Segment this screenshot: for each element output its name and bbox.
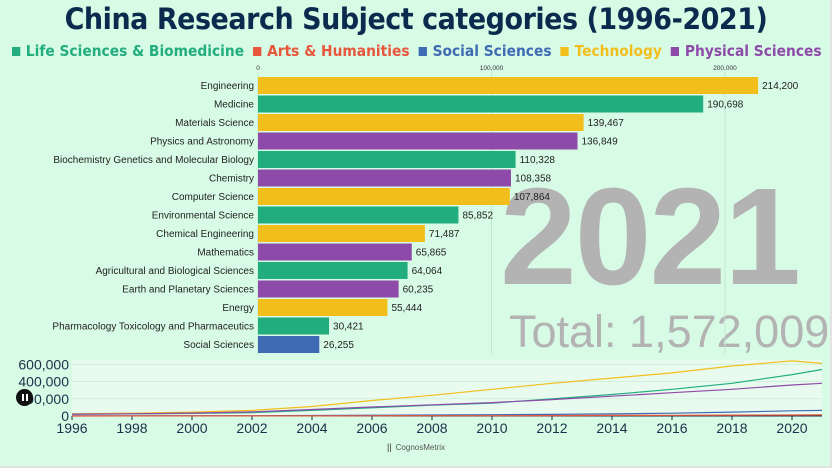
category-label: Social Sciences <box>183 340 254 351</box>
bar <box>258 280 399 298</box>
value-label: 65,865 <box>416 248 447 259</box>
series-line <box>71 382 823 415</box>
line-plot-area <box>72 360 822 416</box>
category-label: Chemical Engineering <box>156 229 254 240</box>
bar <box>258 299 388 316</box>
x-tick-label: 2018 <box>716 420 747 436</box>
value-label: 190,698 <box>707 100 744 111</box>
value-label: 214,200 <box>762 81 799 92</box>
brand-logo-icon: || <box>386 442 392 452</box>
value-label: 64,064 <box>412 266 443 277</box>
brand-name: CognosMetrix <box>395 443 446 452</box>
legend-item: Social Sciences <box>418 42 552 60</box>
legend-swatch <box>560 46 570 56</box>
x-tick-label: 1998 <box>116 420 147 436</box>
x-tick-label: 2012 <box>536 420 567 436</box>
bar-chart: 0 100,000 200,000 Engineering 214,200 Medicin… <box>52 65 799 355</box>
x-tick-label: 2008 <box>416 420 447 436</box>
pause-icon <box>21 394 24 401</box>
category-label: Environmental Science <box>152 211 255 222</box>
category-label: Physics and Astronomy <box>150 137 254 148</box>
legend-item: Physical Sciences <box>671 42 822 60</box>
x-tick-label: 1996 <box>56 420 87 436</box>
legend-swatch <box>253 46 262 56</box>
x-tick-label: 2004 <box>296 420 327 436</box>
legend-label: Social Sciences <box>432 42 552 60</box>
x-tick-label: 200,000 <box>713 65 737 72</box>
value-label: 110,328 <box>520 155 556 166</box>
legend: Life Sciences & Biomedicine Arts & Humani… <box>12 41 831 61</box>
x-tick-label: 2010 <box>476 420 507 436</box>
legend-label: Physical Sciences <box>684 42 822 60</box>
bar <box>258 114 584 131</box>
legend-label: Arts & Humanities <box>267 42 410 60</box>
category-label: Mathematics <box>197 248 254 259</box>
legend-label: Life Sciences & Biomedicine <box>25 42 245 60</box>
legend-label: Technology <box>574 42 662 60</box>
legend-swatch <box>671 46 680 56</box>
legend-item: Arts & Humanities <box>253 42 410 60</box>
category-label: Computer Science <box>172 192 255 203</box>
bar <box>258 243 412 261</box>
value-label: 26,255 <box>323 340 354 351</box>
bar <box>258 169 511 187</box>
x-tick-label: 2014 <box>596 420 627 436</box>
category-label: Agricultural and Biological Sciences <box>96 266 254 277</box>
category-label: Biochemistry Genetics and Molecular Biol… <box>53 155 254 166</box>
value-label: 136,849 <box>582 137 619 148</box>
bar <box>258 77 759 94</box>
value-label: 55,444 <box>391 303 422 314</box>
category-label: Pharmacology Toxicology and Pharmaceutic… <box>52 322 254 333</box>
y-tick-label: 600,000 <box>18 356 69 372</box>
value-label: 71,487 <box>429 229 460 240</box>
series-line <box>71 360 823 415</box>
bar <box>258 132 578 150</box>
value-label: 107,864 <box>514 192 551 203</box>
bar <box>258 262 408 279</box>
legend-item: Life Sciences & Biomedicine <box>12 42 244 60</box>
x-tick-label: 2000 <box>176 420 207 436</box>
bar <box>258 336 320 353</box>
pause-button[interactable] <box>16 389 33 406</box>
category-label: Energy <box>222 303 254 314</box>
total-label: Total: 1,572,009 <box>509 306 830 357</box>
chart-title: China Research Subject categories (1996-… <box>64 2 768 36</box>
bar <box>258 95 704 113</box>
value-label: 139,467 <box>588 118 625 129</box>
bar <box>258 151 516 168</box>
x-tick-label: 2002 <box>236 420 267 436</box>
x-tick-label: 0 <box>256 65 260 72</box>
bar <box>258 188 510 205</box>
year-label: 2021 <box>500 160 801 314</box>
legend-swatch <box>12 46 21 56</box>
legend-swatch <box>418 46 428 56</box>
value-label: 60,235 <box>403 285 434 296</box>
value-label: 108,358 <box>515 174 552 185</box>
bar <box>258 317 330 335</box>
x-tick-label: 2006 <box>356 420 387 436</box>
category-label: Materials Science <box>175 118 254 129</box>
footer-brand: || CognosMetrix <box>0 442 832 452</box>
value-label: 30,421 <box>333 322 364 333</box>
x-tick-label: 2020 <box>776 420 807 436</box>
value-label: 85,852 <box>462 211 493 222</box>
category-label: Chemistry <box>209 174 254 185</box>
bar <box>258 206 459 224</box>
category-label: Earth and Planetary Sciences <box>122 285 254 296</box>
x-tick-label: 2016 <box>656 420 687 436</box>
bar <box>258 225 425 242</box>
x-tick-label: 100,000 <box>480 65 504 72</box>
series-line <box>71 414 823 417</box>
y-tick-label: 400,000 <box>18 374 69 390</box>
legend-item: Technology <box>560 42 662 60</box>
y-tick-label: 0 <box>61 408 69 424</box>
category-label: Engineering <box>201 81 254 92</box>
category-label: Medicine <box>214 100 254 111</box>
